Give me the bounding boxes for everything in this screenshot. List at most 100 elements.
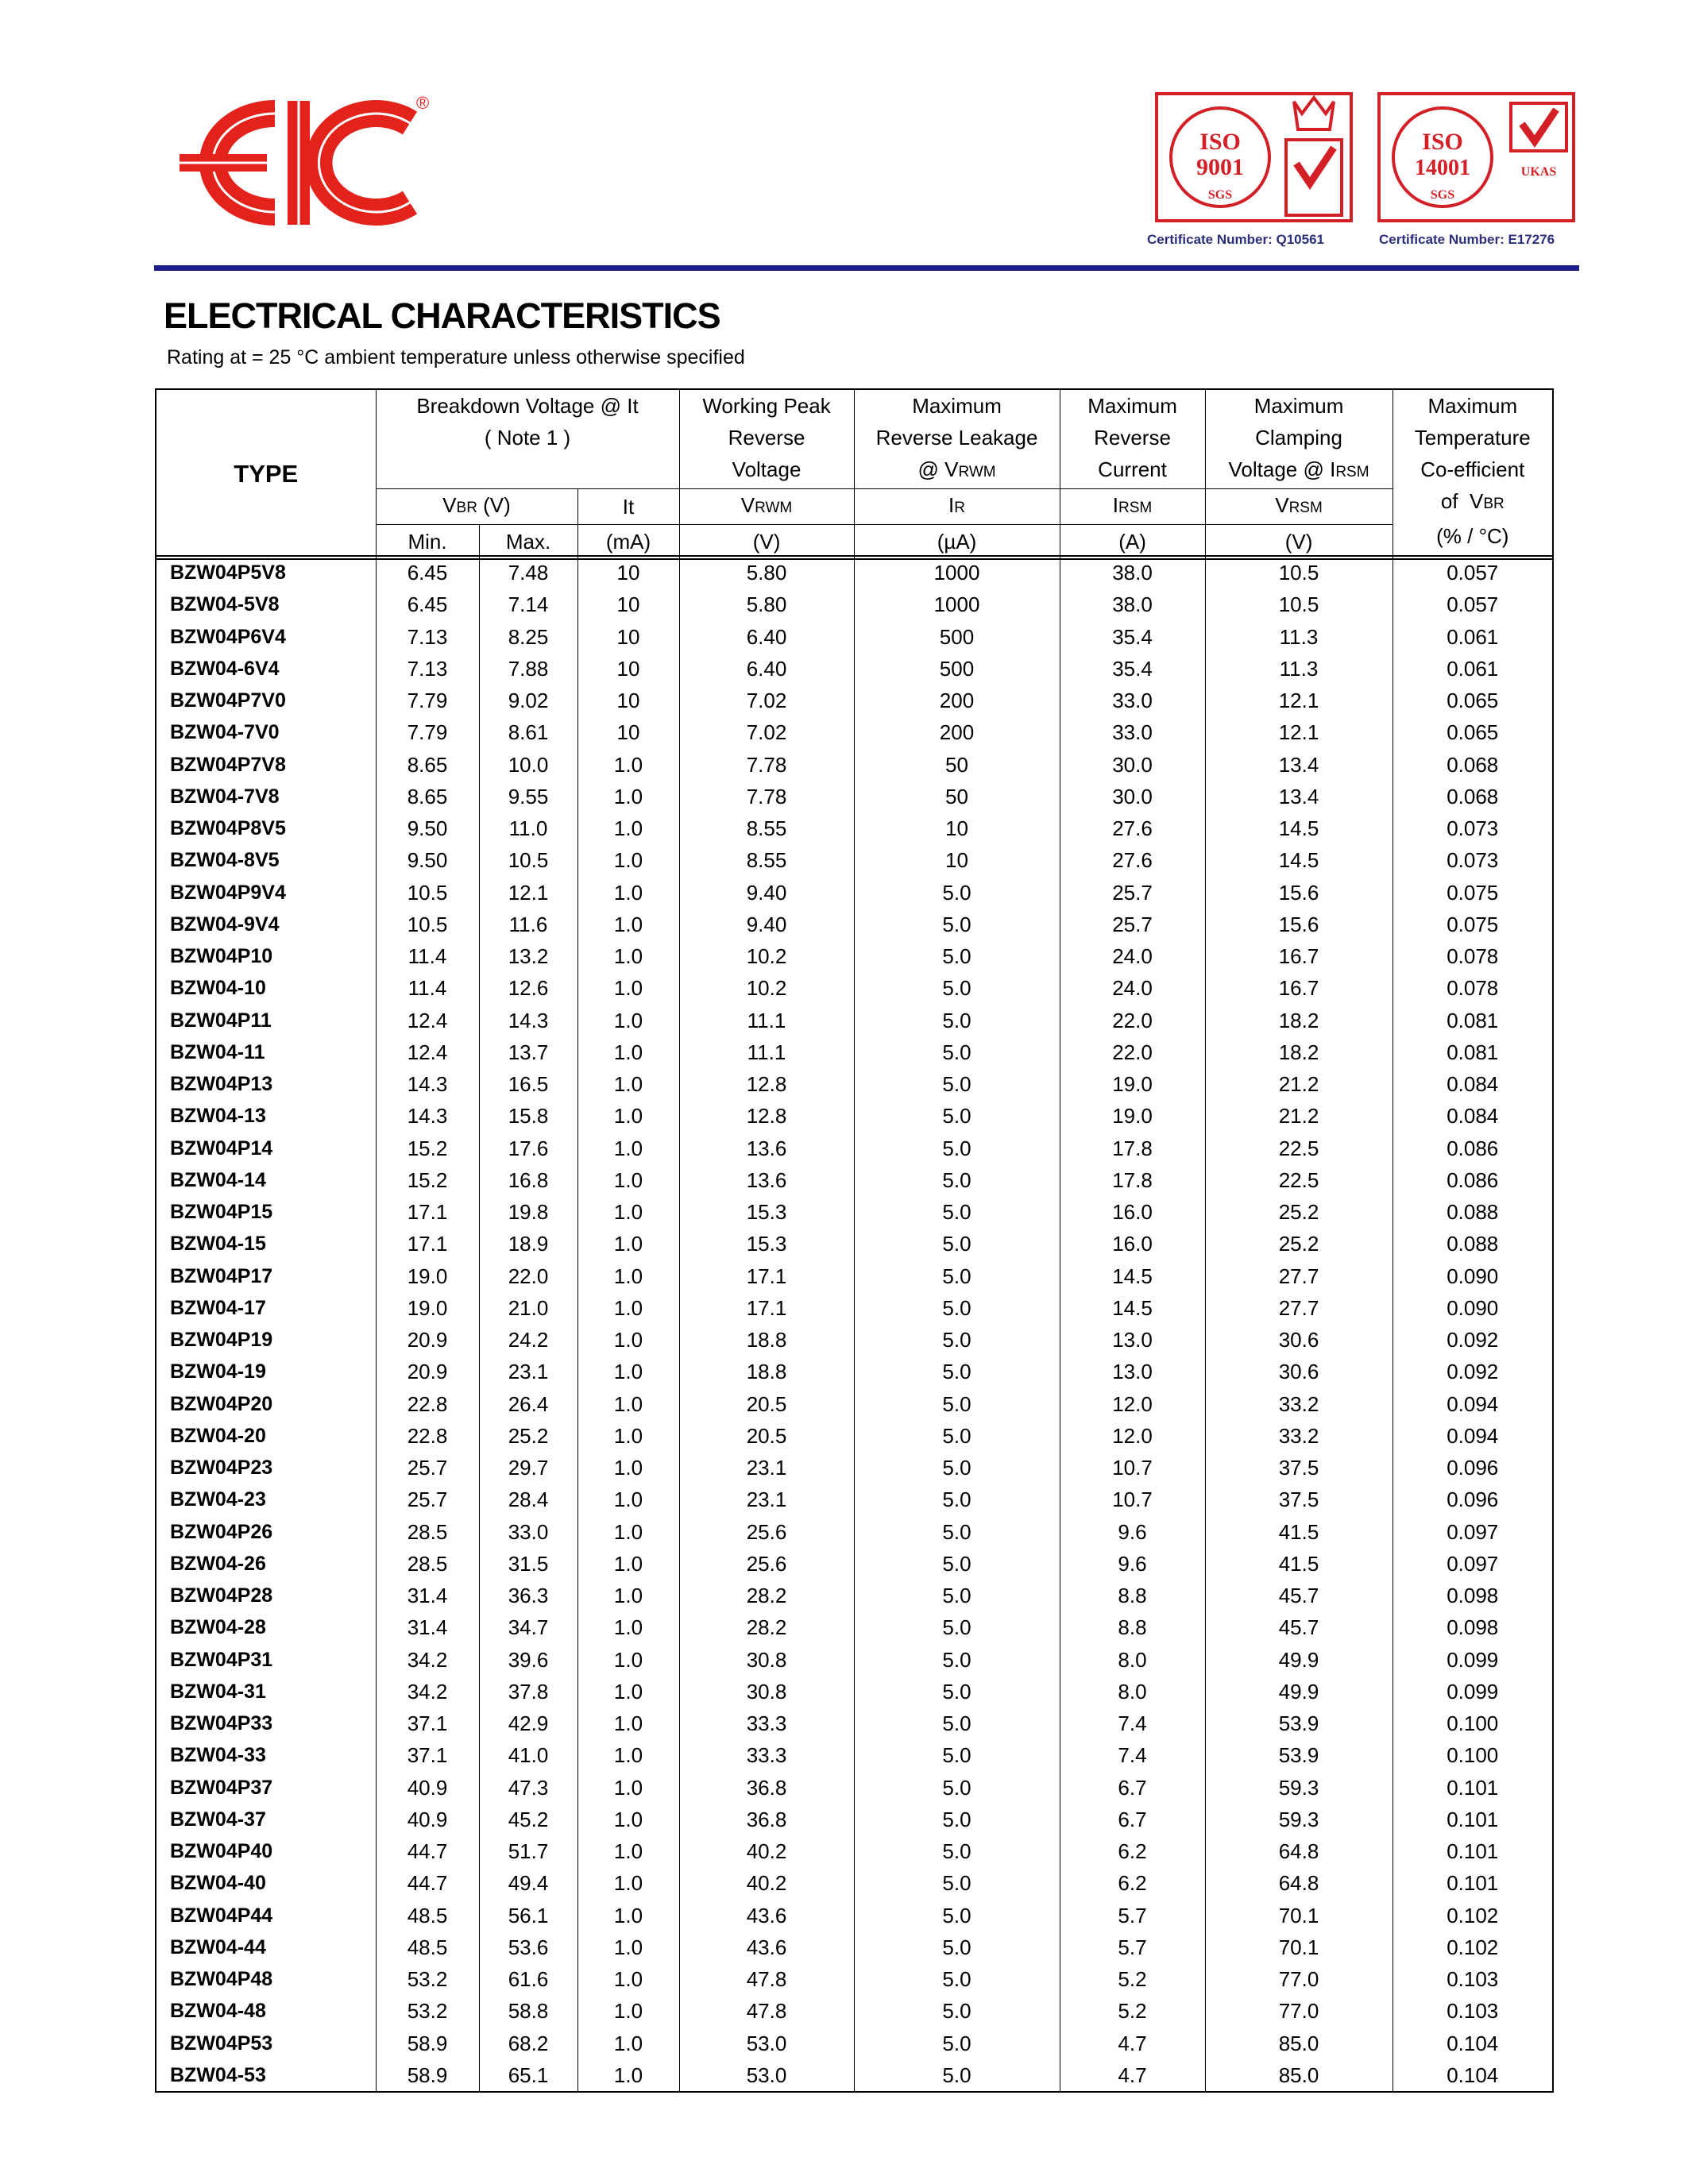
value-cell: 15.3 (678, 1228, 855, 1260)
value-cell: 56.1 (478, 1899, 578, 1931)
header-text: Voltage @ (1228, 457, 1331, 481)
value-cell: 10.5 (375, 876, 480, 909)
value-cell: 7.4 (1059, 1739, 1206, 1772)
value-cell: 59.3 (1204, 1803, 1393, 1835)
value-cell: 10.5 (478, 844, 578, 877)
subscript: RWM (958, 464, 996, 480)
value-cell: 36.8 (678, 1803, 855, 1835)
value-cell: 0.101 (1392, 1771, 1554, 1804)
value-cell: 0.065 (1392, 716, 1554, 749)
value-cell: 21.2 (1204, 1068, 1393, 1101)
value-cell: 7.02 (678, 685, 855, 717)
data-row: BZW04P19 20.9 24.2 1.0 18.8 5.0 13.0 30.6 0.092 (155, 1324, 1554, 1356)
value-cell: 28.4 (478, 1484, 578, 1516)
value-cell: 1.0 (577, 1675, 680, 1707)
value-cell: 28.2 (678, 1611, 855, 1644)
value-cell: 5.0 (853, 1452, 1060, 1484)
value-cell: 64.8 (1204, 1835, 1393, 1868)
type-cell: BZW04P5V8 (155, 556, 377, 589)
value-cell: 1.0 (577, 1419, 680, 1452)
cert-body: SGS (1208, 188, 1232, 202)
value-cell: 5.0 (853, 1068, 1060, 1101)
data-row: BZW04-31 34.2 37.8 1.0 30.8 5.0 8.0 49.9 0.099 (155, 1675, 1554, 1707)
value-cell: 7.78 (678, 780, 855, 812)
value-cell: 33.3 (678, 1707, 855, 1740)
value-cell: 15.8 (478, 1100, 578, 1133)
value-cell: 13.0 (1059, 1356, 1206, 1388)
header-cell: Maximum Clamping Voltage @ IRSM (1204, 388, 1393, 489)
value-cell: 11.0 (478, 812, 578, 845)
header-cell: Maximum Reverse Current (1059, 388, 1206, 489)
value-cell: 28.2 (678, 1580, 855, 1612)
data-row: BZW04P33 37.1 42.9 1.0 33.3 5.0 7.4 53.9 0.100 (155, 1707, 1554, 1740)
type-cell: BZW04-13 (155, 1100, 377, 1133)
value-cell: 13.7 (478, 1036, 578, 1068)
value-cell: 14.3 (375, 1100, 480, 1133)
value-cell: 25.7 (375, 1452, 480, 1484)
value-cell: 12.4 (375, 1004, 480, 1036)
value-cell: 0.104 (1392, 2027, 1554, 2059)
data-row: BZW04P48 53.2 61.6 1.0 47.8 5.0 5.2 77.0 0.103 (155, 1963, 1554, 1996)
cert-accreditation: UKAS (1521, 165, 1557, 179)
value-cell: 27.7 (1204, 1291, 1393, 1324)
type-cell: BZW04P23 (155, 1452, 377, 1484)
header-text: Current (1098, 457, 1167, 481)
value-cell: 65.1 (478, 2059, 578, 2092)
value-cell: 5.0 (853, 1675, 1060, 1707)
value-cell: 18.8 (678, 1356, 855, 1388)
value-cell: 39.6 (478, 1643, 578, 1676)
data-row: BZW04-53 58.9 65.1 1.0 53.0 5.0 4.7 85.0 0.104 (155, 2059, 1554, 2092)
header-text: of (1440, 489, 1470, 513)
value-cell: 8.8 (1059, 1611, 1206, 1644)
data-row: BZW04P8V5 9.50 11.0 1.0 8.55 10 27.6 14.5 0.073 (155, 812, 1554, 845)
value-cell: 14.5 (1204, 844, 1393, 877)
data-row: BZW04-8V5 9.50 10.5 1.0 8.55 10 27.6 14.5 0.073 (155, 844, 1554, 877)
value-cell: 64.8 (1204, 1867, 1393, 1900)
value-cell: 7.78 (678, 748, 855, 781)
value-cell: 1.0 (577, 876, 680, 909)
value-cell: 0.061 (1392, 652, 1554, 685)
value-cell: 5.0 (853, 1036, 1060, 1068)
value-cell: 10 (577, 556, 680, 589)
type-cell: BZW04-14 (155, 1163, 377, 1196)
type-header: TYPE (155, 388, 377, 560)
data-row: BZW04P37 40.9 47.3 1.0 36.8 5.0 6.7 59.3 0.101 (155, 1771, 1554, 1804)
value-cell: 8.61 (478, 716, 578, 749)
value-cell: 5.0 (853, 940, 1060, 973)
value-cell: 10.2 (678, 940, 855, 973)
header-cell: VRSM (1204, 488, 1393, 525)
value-cell: 5.0 (853, 1739, 1060, 1772)
value-cell: 24.0 (1059, 940, 1206, 973)
value-cell: 58.8 (478, 1995, 578, 2028)
value-cell: 0.073 (1392, 844, 1554, 877)
value-cell: 5.0 (853, 1867, 1060, 1900)
value-cell: 40.2 (678, 1867, 855, 1900)
header-text: Working Peak (702, 394, 831, 418)
value-cell: 20.5 (678, 1387, 855, 1420)
header-text: (% / °C) (1436, 524, 1509, 548)
value-cell: 29.7 (478, 1452, 578, 1484)
value-cell: 13.2 (478, 940, 578, 973)
trademark: ® (416, 93, 429, 113)
type-cell: BZW04-28 (155, 1611, 377, 1644)
value-cell: 10.5 (1204, 588, 1393, 621)
value-cell: 6.2 (1059, 1867, 1206, 1900)
value-cell: 47.8 (678, 1995, 855, 2028)
data-row: BZW04-20 22.8 25.2 1.0 20.5 5.0 12.0 33.2 0.094 (155, 1419, 1554, 1452)
value-cell: 27.6 (1059, 844, 1206, 877)
type-cell: BZW04P19 (155, 1324, 377, 1356)
value-cell: 53.9 (1204, 1739, 1393, 1772)
value-cell: 42.9 (478, 1707, 578, 1740)
value-cell: 0.061 (1392, 620, 1554, 653)
value-cell: 500 (853, 620, 1060, 653)
value-cell: 16.8 (478, 1163, 578, 1196)
type-cell: BZW04-31 (155, 1675, 377, 1707)
value-cell: 8.65 (375, 780, 480, 812)
value-cell: 53.6 (478, 1931, 578, 1963)
value-cell: 49.4 (478, 1867, 578, 1900)
value-cell: 70.1 (1204, 1931, 1393, 1963)
type-cell: BZW04P8V5 (155, 812, 377, 845)
value-cell: 1.0 (577, 1803, 680, 1835)
value-cell: 0.101 (1392, 1803, 1554, 1835)
value-cell: 1.0 (577, 972, 680, 1005)
